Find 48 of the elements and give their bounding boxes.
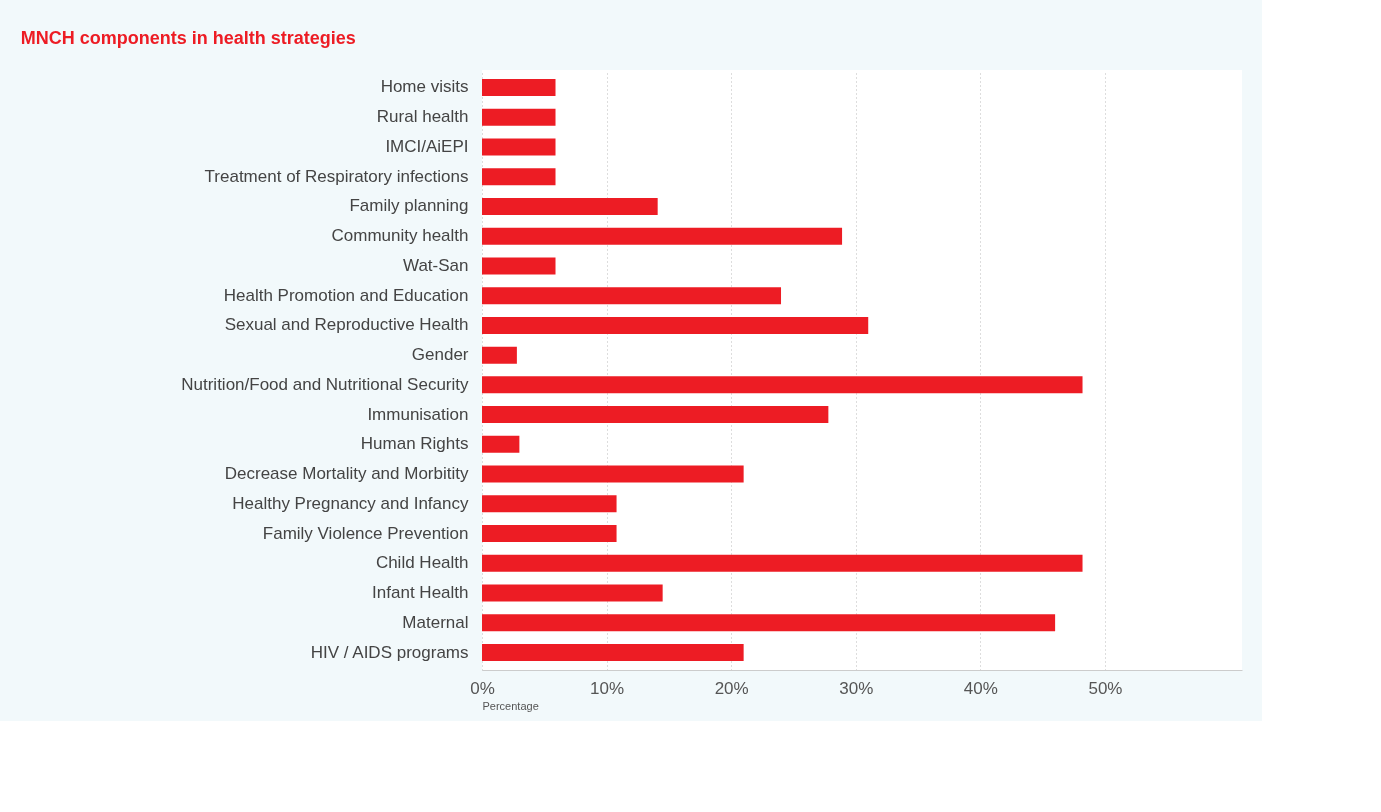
bar <box>482 525 617 543</box>
y-tick-label: Human Rights <box>360 434 469 454</box>
y-tick-label: HIV / AIDS programs <box>310 642 469 662</box>
bar <box>482 108 556 126</box>
y-tick-label: Family Violence Prevention <box>262 523 469 543</box>
bar <box>482 644 744 662</box>
bar <box>482 346 517 364</box>
x-tick-label: 30% <box>839 678 874 698</box>
bar <box>482 287 782 305</box>
y-tick-label: Healthy Pregnancy and Infancy <box>232 493 469 513</box>
y-tick-label: Maternal <box>402 612 469 632</box>
bar <box>482 614 1056 632</box>
bar <box>482 465 744 483</box>
y-tick-label: Nutrition/Food and Nutritional Security <box>181 374 469 394</box>
y-tick-label: IMCI/AiEPI <box>385 136 469 156</box>
y-tick-label: Decrease Mortality and Morbitity <box>224 464 469 484</box>
y-tick-label: Rural health <box>376 107 469 127</box>
x-axis-title: Percentage <box>482 699 539 712</box>
bar <box>482 584 663 602</box>
bar <box>482 495 617 513</box>
y-tick-label: Sexual and Reproductive Health <box>224 315 469 335</box>
x-tick-label: 20% <box>714 678 749 698</box>
bar <box>482 78 556 96</box>
y-tick-label: Immunisation <box>367 404 469 424</box>
bar <box>482 435 520 453</box>
y-tick-label: Community health <box>331 226 469 246</box>
bar <box>482 138 556 156</box>
bar <box>482 227 843 245</box>
text: MNCH components in health strategies <box>20 28 356 48</box>
y-tick-label: Infant Health <box>372 583 469 603</box>
bar <box>482 554 1083 572</box>
x-tick-label: 0% <box>470 678 495 698</box>
bar <box>482 316 869 334</box>
y-tick-label: Home visits <box>380 77 469 97</box>
x-tick-label: 10% <box>590 678 625 698</box>
y-tick-label: Family planning <box>349 196 469 216</box>
y-tick-label: Gender <box>411 345 469 365</box>
y-tick-label: Wat-San <box>402 255 469 275</box>
bar <box>482 376 1083 394</box>
y-tick-label: Child Health <box>375 553 469 573</box>
y-tick-label: Treatment of Respiratory infections <box>204 166 469 186</box>
bar <box>482 257 556 275</box>
y-tick-label: Health Promotion and Education <box>223 285 469 305</box>
bar <box>482 168 556 186</box>
bar <box>482 197 658 215</box>
x-tick-label: 50% <box>1088 678 1123 698</box>
x-tick-label: 40% <box>963 678 998 698</box>
bar <box>482 406 829 424</box>
